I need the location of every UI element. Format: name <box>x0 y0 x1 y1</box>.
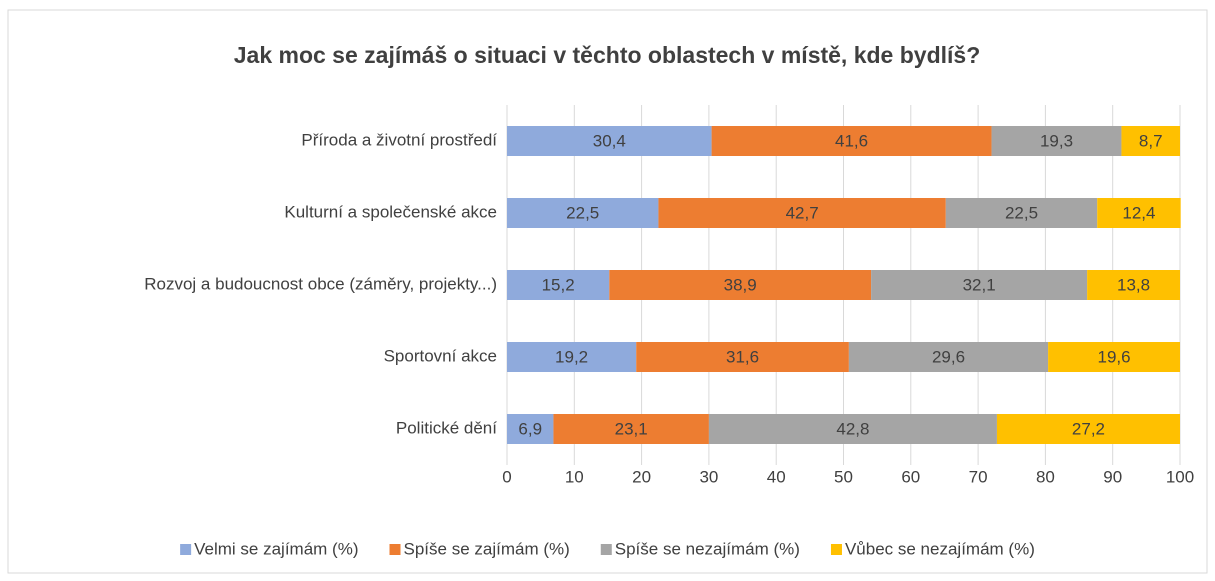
legend-label: Spíše se nezajímám (%) <box>615 539 800 558</box>
data-label: 13,8 <box>1117 275 1150 294</box>
data-label: 15,2 <box>542 275 575 294</box>
x-tick-label: 20 <box>632 467 651 486</box>
bar <box>996 414 1180 444</box>
x-tick-label: 30 <box>699 467 718 486</box>
data-label: 38,9 <box>724 275 757 294</box>
data-label: 23,1 <box>615 419 648 438</box>
y-tick-label: Příroda a životní prostředí <box>301 130 497 149</box>
legend-swatch <box>600 544 612 555</box>
data-label: 19,3 <box>1040 131 1073 150</box>
data-label: 19,6 <box>1097 347 1130 366</box>
y-tick-label: Kulturní a společenské akce <box>284 202 497 221</box>
bar <box>553 414 709 444</box>
data-label: 29,6 <box>932 347 965 366</box>
bar <box>507 414 554 444</box>
bar <box>1087 270 1180 300</box>
bar <box>1121 126 1180 156</box>
legend-label: Spíše se zajímám (%) <box>404 539 570 558</box>
bar <box>507 126 712 156</box>
x-tick-label: 10 <box>565 467 584 486</box>
bar <box>507 270 610 300</box>
bar <box>871 270 1088 300</box>
legend-label: Vůbec se nezajímám (%) <box>845 539 1035 558</box>
data-label: 32,1 <box>963 275 996 294</box>
legend-label: Velmi se zajímám (%) <box>194 539 358 558</box>
bar <box>609 270 872 300</box>
data-label: 6,9 <box>518 419 542 438</box>
bar <box>708 414 997 444</box>
bar <box>711 126 992 156</box>
bar <box>658 198 946 228</box>
x-tick-label: 90 <box>1103 467 1122 486</box>
bar <box>636 342 849 372</box>
x-tick-label: 80 <box>1036 467 1055 486</box>
y-tick-label: Politické dění <box>396 418 497 437</box>
data-label: 42,7 <box>786 203 819 222</box>
data-label: 22,5 <box>566 203 599 222</box>
bar <box>991 126 1122 156</box>
bar <box>507 198 659 228</box>
chart-title: Jak moc se zajímáš o situaci v těchto ob… <box>234 42 981 68</box>
data-label: 31,6 <box>726 347 759 366</box>
x-tick-label: 60 <box>901 467 920 486</box>
legend-swatch <box>389 544 401 555</box>
legend-swatch <box>180 544 192 555</box>
bar <box>1097 198 1181 228</box>
bar <box>945 198 1098 228</box>
legend-swatch <box>830 544 842 555</box>
x-tick-label: 40 <box>767 467 786 486</box>
data-label: 42,8 <box>836 419 869 438</box>
data-label: 19,2 <box>555 347 588 366</box>
data-label: 41,6 <box>835 131 868 150</box>
data-label: 27,2 <box>1072 419 1105 438</box>
data-label: 12,4 <box>1122 203 1155 222</box>
data-label: 8,7 <box>1139 131 1163 150</box>
x-tick-label: 0 <box>502 467 511 486</box>
x-tick-label: 100 <box>1166 467 1194 486</box>
bar <box>507 342 637 372</box>
x-tick-label: 50 <box>834 467 853 486</box>
bar <box>848 342 1049 372</box>
y-tick-label: Rozvoj a budoucnost obce (záměry, projek… <box>144 274 497 293</box>
y-tick-label: Sportovní akce <box>384 346 497 365</box>
x-tick-label: 70 <box>969 467 988 486</box>
data-label: 22,5 <box>1005 203 1038 222</box>
data-label: 30,4 <box>593 131 626 150</box>
bar <box>1048 342 1180 372</box>
